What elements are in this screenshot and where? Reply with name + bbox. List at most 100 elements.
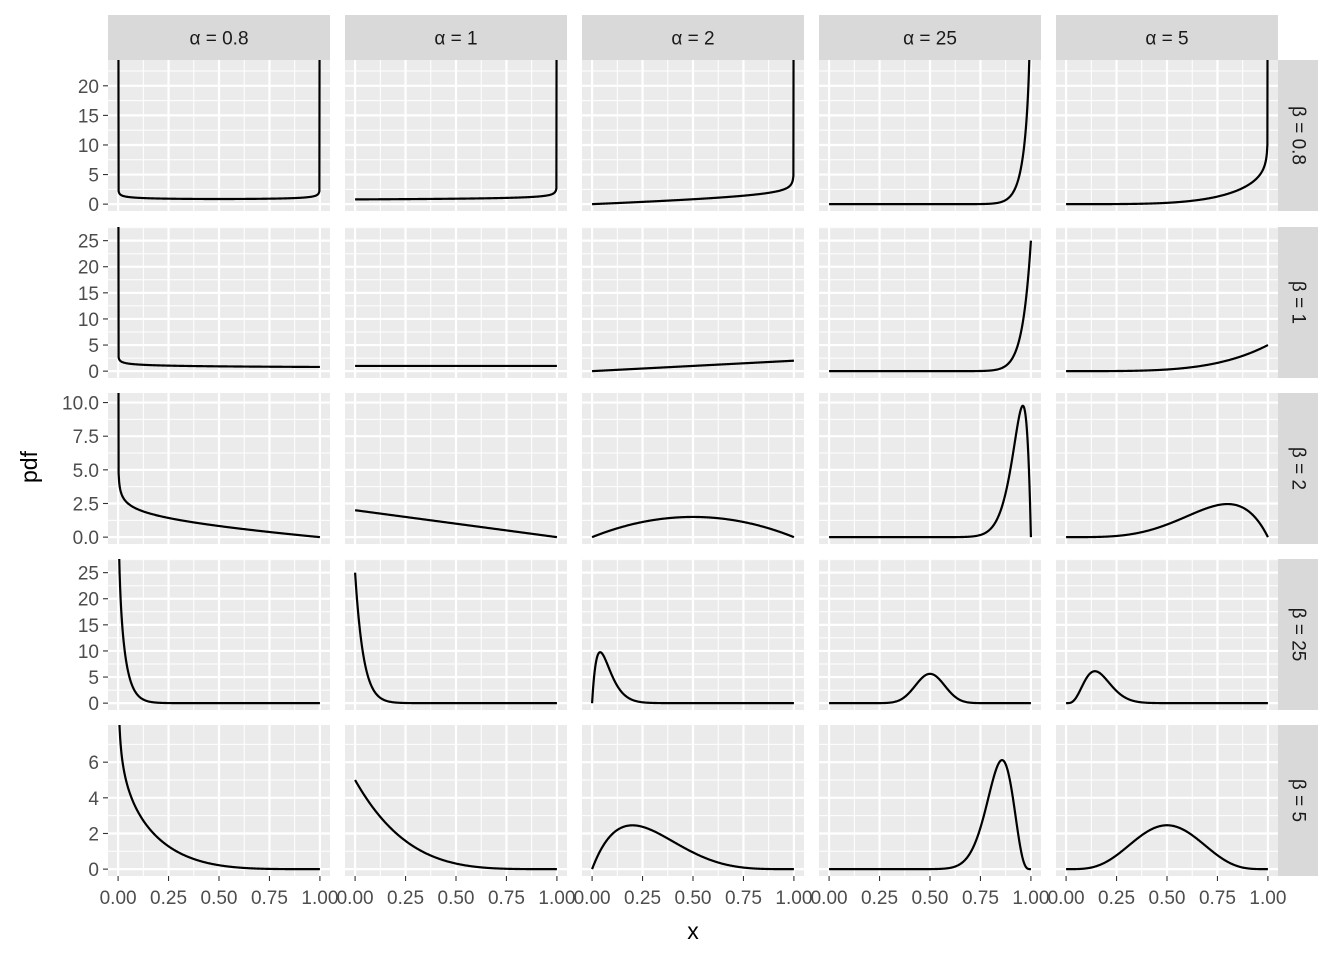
facet-panel xyxy=(582,725,804,876)
column-strip-label: α = 0.8 xyxy=(189,29,248,50)
facet-panel xyxy=(345,227,567,378)
y-tick-label: 10 xyxy=(78,136,99,157)
density-line xyxy=(1065,824,1269,871)
column-strip-label: α = 1 xyxy=(434,29,477,50)
x-tick-label: 0.75 xyxy=(962,888,999,909)
density-line xyxy=(1065,60,1269,206)
y-tick-label: 15 xyxy=(78,106,99,127)
y-tick-label: 5 xyxy=(88,336,99,357)
x-tick-label: 1.00 xyxy=(538,888,575,909)
density-line xyxy=(591,359,795,373)
y-axis-title: pdf xyxy=(16,450,42,483)
facet-panel xyxy=(582,60,804,211)
row-strip-bg xyxy=(1278,725,1318,876)
density-line xyxy=(117,60,321,201)
x-tick-label: 0.25 xyxy=(861,888,898,909)
facet-panel xyxy=(1056,393,1278,544)
x-tick-label: 1.00 xyxy=(1012,888,1049,909)
x-tick-label: 0.75 xyxy=(725,888,762,909)
column-strip-bg xyxy=(582,15,804,60)
row-strip-bg xyxy=(1278,393,1318,544)
y-tick-label: 10 xyxy=(78,310,99,331)
column-strip-bg xyxy=(1056,15,1278,60)
density-line xyxy=(828,60,1031,206)
row-strip-bg xyxy=(1278,559,1318,710)
facet-panel xyxy=(345,559,567,710)
facet-panel xyxy=(819,393,1041,544)
x-axes: 0.00 0.25 0.50 0.75 1.000.00 0.25 0.50 0.75 1.00… xyxy=(100,876,1286,909)
density-line xyxy=(118,559,321,705)
y-tick-label: 5 xyxy=(88,166,99,187)
x-tick-label: 1.00 xyxy=(1249,888,1286,909)
x-tick-label: 0.25 xyxy=(624,888,661,909)
facet-panel xyxy=(819,60,1041,211)
x-tick-label: 0.25 xyxy=(150,888,187,909)
density-line xyxy=(828,404,1033,539)
y-tick-label: 2.5 xyxy=(73,494,99,515)
y-tick-label: 2 xyxy=(88,824,99,845)
y-tick-label: 4 xyxy=(88,789,99,810)
column-strip-bg xyxy=(345,15,567,60)
density-line xyxy=(590,651,795,705)
row-strips: β = 0.8 β = 1 β = 2 β = 25 β = 5 xyxy=(1278,60,1318,876)
column-strip-label: α = 5 xyxy=(1145,29,1188,50)
x-tick-label: 0.00 xyxy=(337,888,374,909)
y-tick-label: 6 xyxy=(88,753,99,774)
facet-panel xyxy=(108,559,330,710)
y-tick-label: 25 xyxy=(78,564,99,585)
y-tick-label: 0.0 xyxy=(73,528,99,549)
row-strip-bg xyxy=(1278,227,1318,378)
facet-panel xyxy=(582,227,804,378)
row-strip-label: β = 1 xyxy=(1288,281,1309,324)
density-line xyxy=(118,725,321,871)
facet-panel xyxy=(1056,559,1278,710)
facet-panels xyxy=(108,60,1278,876)
x-tick-label: 1.00 xyxy=(301,888,338,909)
y-tick-label: 7.5 xyxy=(73,427,99,448)
y-tick-label: 5 xyxy=(88,668,99,689)
y-tick-label: 5.0 xyxy=(73,461,99,482)
density-line xyxy=(828,758,1032,871)
y-tick-label: 0 xyxy=(88,860,99,881)
density-line xyxy=(828,240,1033,373)
row-strip-label: β = 2 xyxy=(1288,447,1309,490)
x-tick-label: 0.50 xyxy=(1149,888,1186,909)
density-line xyxy=(354,779,558,871)
x-tick-label: 0.75 xyxy=(251,888,288,909)
column-strip-label: α = 25 xyxy=(903,29,957,50)
y-tick-label: 15 xyxy=(78,616,99,637)
density-line xyxy=(354,60,558,201)
density-line xyxy=(117,393,321,539)
x-tick-label: 0.50 xyxy=(201,888,238,909)
facet-panel xyxy=(582,559,804,710)
facet-panel xyxy=(582,393,804,544)
y-tick-label: 20 xyxy=(78,77,99,98)
facet-panel xyxy=(108,60,330,211)
density-line xyxy=(591,515,795,539)
facet-panel xyxy=(345,725,567,876)
x-tick-label: 0.00 xyxy=(574,888,611,909)
x-tick-label: 0.50 xyxy=(675,888,712,909)
column-strip-bg xyxy=(108,15,330,60)
y-tick-label: 20 xyxy=(78,258,99,279)
density-line xyxy=(591,60,795,206)
row-strip-label: β = 0.8 xyxy=(1288,106,1309,165)
row-strip-label: β = 25 xyxy=(1288,608,1309,662)
column-strip-label: α = 2 xyxy=(671,29,714,50)
facet-panel xyxy=(108,393,330,544)
y-axes: 0510152005101520250.02.55.07.510.0051015… xyxy=(62,77,108,881)
facet-panel xyxy=(345,60,567,211)
y-tick-label: 20 xyxy=(78,590,99,611)
density-line xyxy=(591,824,795,871)
facet-panel xyxy=(1056,60,1278,211)
facet-panel xyxy=(108,725,330,876)
facet-panel xyxy=(345,393,567,544)
y-tick-label: 0 xyxy=(88,694,99,715)
x-tick-label: 0.00 xyxy=(1048,888,1085,909)
density-line xyxy=(117,227,321,369)
y-tick-label: 10.0 xyxy=(62,394,99,415)
y-tick-label: 10 xyxy=(78,642,99,663)
x-tick-label: 0.75 xyxy=(488,888,525,909)
row-strip-label: β = 5 xyxy=(1288,779,1309,822)
y-tick-label: 0 xyxy=(88,362,99,383)
